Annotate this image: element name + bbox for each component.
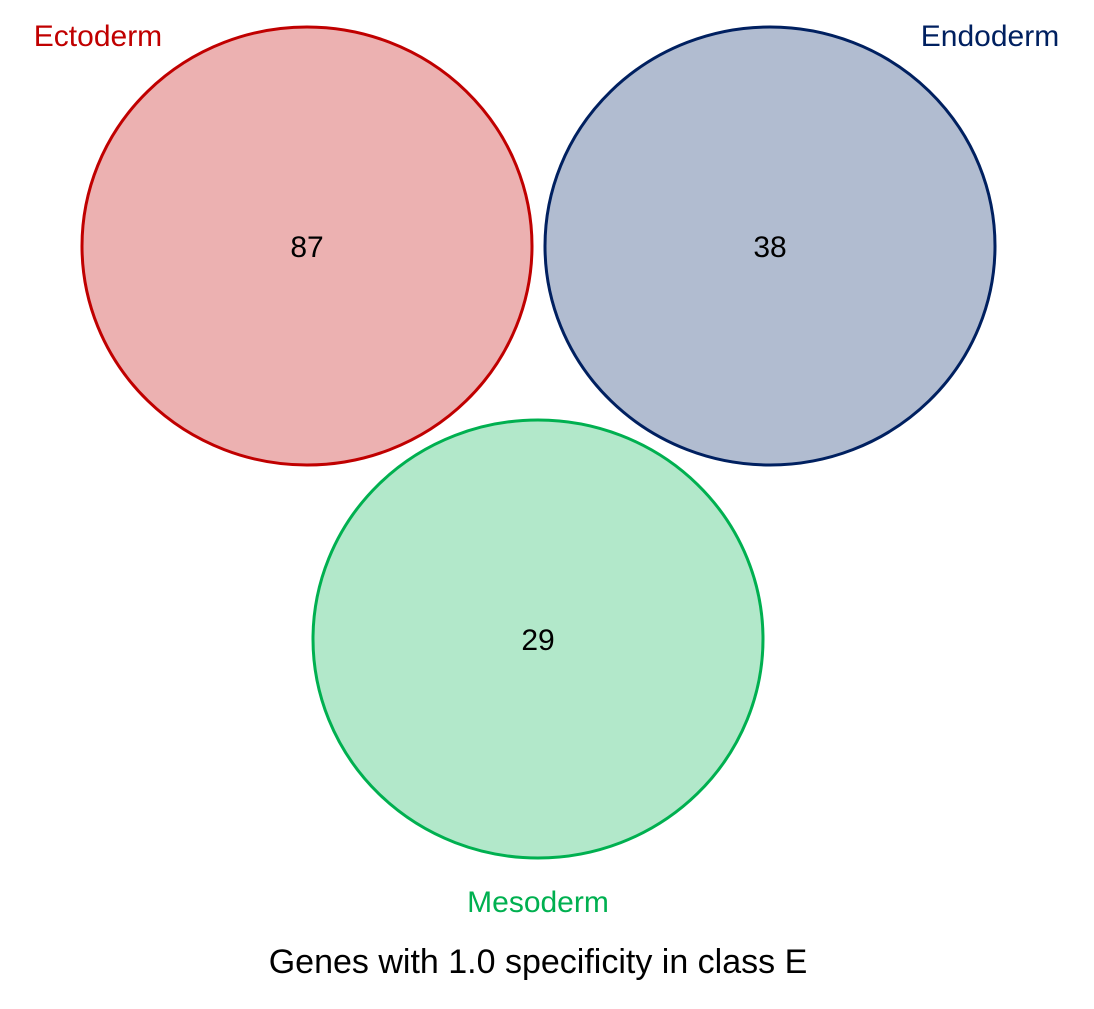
circle-mesoderm	[311, 418, 765, 860]
count-endoderm: 38	[753, 231, 786, 264]
label-endoderm: Endoderm	[921, 20, 1059, 53]
diagram-caption: Genes with 1.0 specificity in class E	[269, 943, 808, 981]
set-ectoderm: Ectoderm 87	[34, 20, 534, 467]
label-mesoderm: Mesoderm	[467, 886, 609, 919]
label-ectoderm: Ectoderm	[34, 20, 162, 53]
circle-endoderm	[543, 25, 997, 467]
count-ectoderm: 87	[290, 231, 323, 264]
set-mesoderm: Mesoderm 29	[311, 418, 765, 919]
count-mesoderm: 29	[521, 624, 554, 657]
circle-ectoderm	[80, 25, 534, 467]
set-endoderm: Endoderm 38	[543, 20, 1059, 467]
